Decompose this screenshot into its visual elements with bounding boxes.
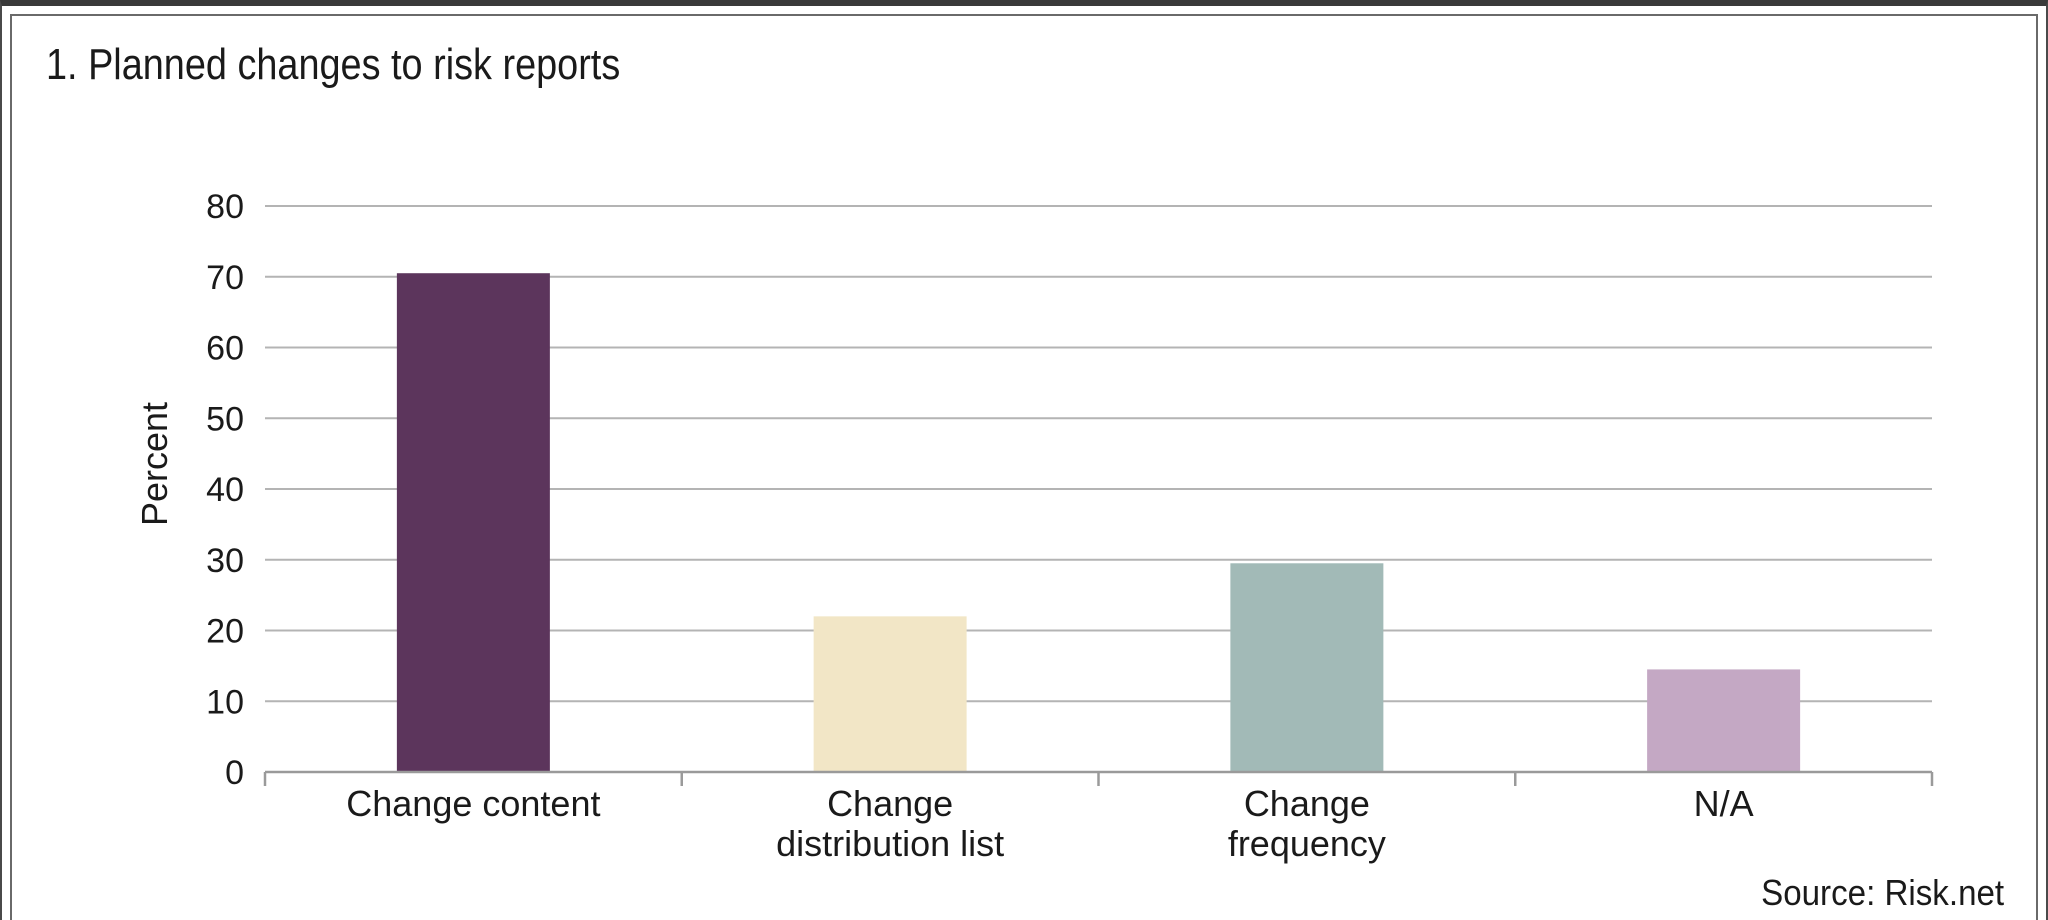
- bar: [1647, 669, 1801, 772]
- bar: [1230, 563, 1384, 772]
- source-note: Source: Risk.net: [1761, 872, 2004, 913]
- x-axis: [263, 770, 1934, 786]
- bar: [813, 616, 967, 772]
- y-tick-label: 40: [206, 471, 244, 509]
- category-label: Change content: [346, 783, 600, 824]
- category-label: N/A: [1694, 783, 1754, 824]
- y-tick-label: 70: [206, 259, 244, 297]
- y-tick-label: 0: [225, 754, 244, 792]
- bar: [396, 273, 550, 772]
- category-labels: Change content Change distribution list Cha…: [346, 783, 1753, 864]
- y-tick-label: 10: [206, 683, 244, 721]
- bars: [396, 273, 1801, 772]
- y-tick-label: 50: [206, 400, 244, 438]
- chart-panel: [10, 14, 2038, 920]
- y-tick-label: 60: [206, 330, 244, 368]
- y-tick-label: 20: [206, 613, 244, 651]
- y-tick-label: 80: [206, 188, 244, 226]
- chart-title: 1. Planned changes to risk reports: [46, 40, 621, 89]
- y-tick-labels: 0 10 20 30 40 50 60 70 80: [206, 188, 244, 792]
- y-tick-label: 30: [206, 542, 244, 580]
- category-label: Change frequency: [1228, 783, 1386, 864]
- category-label: Change distribution list: [776, 783, 1004, 864]
- y-axis-title: Percent: [134, 402, 175, 526]
